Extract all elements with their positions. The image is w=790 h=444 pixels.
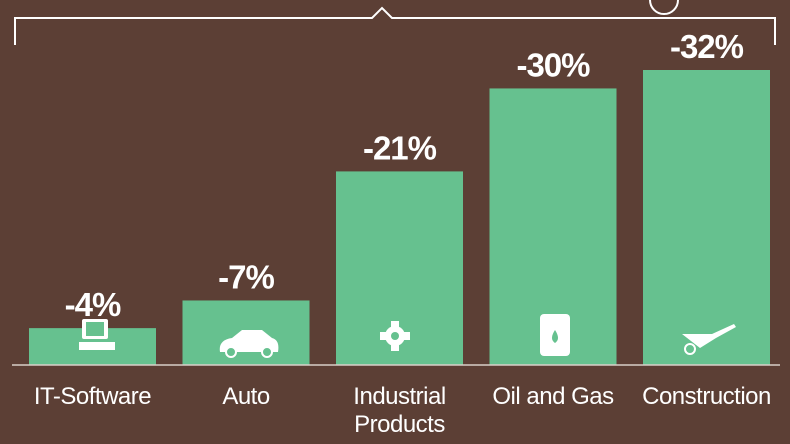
- value-label: -4%: [65, 286, 121, 323]
- category-label: IT-Software: [33, 383, 152, 410]
- gear-hole: [391, 332, 399, 340]
- car-wheel: [261, 346, 273, 358]
- car-wheel: [225, 346, 237, 358]
- icons: [79, 314, 736, 358]
- category-label: Construction: [642, 383, 771, 410]
- computer-screen: [86, 322, 104, 336]
- bracket: [14, 6, 776, 45]
- car-icon: [219, 330, 279, 352]
- value-label: -21%: [363, 129, 437, 166]
- bars: [29, 70, 770, 365]
- computer-base: [79, 342, 115, 350]
- wheelbarrow-icon: [682, 324, 736, 348]
- barrel-drop: [552, 330, 558, 343]
- bar: [643, 70, 770, 365]
- category-label: Oil and Gas: [492, 383, 614, 410]
- value-label: -30%: [516, 46, 590, 83]
- category-label: Industrial Products: [353, 383, 446, 438]
- value-label: -7%: [218, 258, 274, 295]
- wheelbarrow-wheel: [684, 343, 696, 355]
- value-label: -32%: [670, 28, 744, 65]
- circle-icon: [649, 0, 679, 15]
- category-label: Auto: [222, 383, 270, 410]
